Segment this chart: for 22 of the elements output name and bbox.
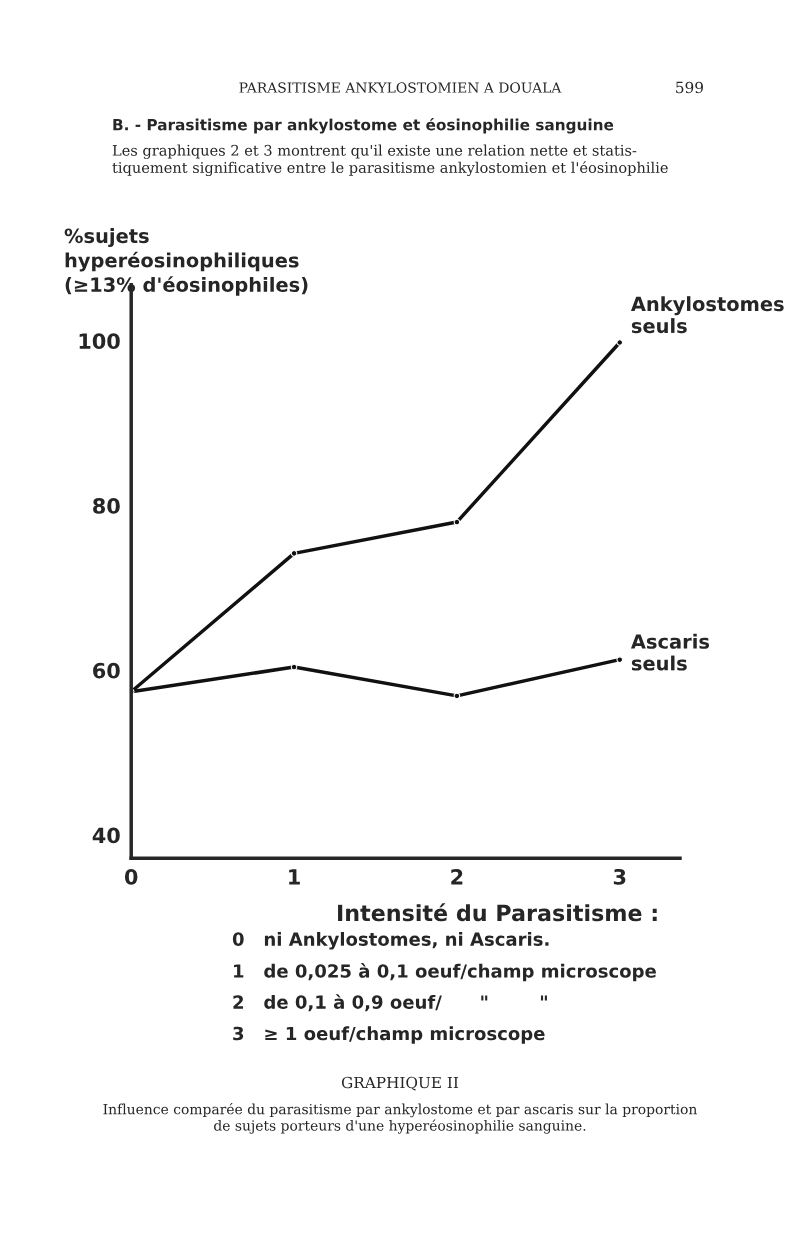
text: Influence comparée du parasitisme par ankylostome et par ascaris sur la proportion de sujets porteurs d'une hyperéosinophilie sanguine. bbox=[103, 1103, 697, 1134]
series-label: Ankylostomes seuls bbox=[630, 296, 784, 334]
text: B. - Parasitisme par ankylostome et éosinophilie sanguine bbox=[113, 118, 614, 134]
y-tick-label: 60 bbox=[93, 662, 120, 679]
y-axis-title: %sujets hyperéosinophiliques (≥13% d'éosinophiles) bbox=[64, 228, 308, 296]
series-label: Ascaris seuls bbox=[630, 633, 710, 671]
x-tick-label: 1 bbox=[289, 869, 300, 885]
text: Les graphiques 2 et 3 montrent qu'il existe une relation nette et statis- tiquement significative entre le parasitisme ankylostomien et l'éosinophilie bbox=[112, 144, 668, 177]
text: PARASITISME ANKYLOSTOMIEN A DOUALA bbox=[239, 82, 562, 93]
text: 3 ≥ 1 oeuf/champ microscope bbox=[233, 1026, 545, 1044]
y-tick-label: 100 bbox=[79, 333, 120, 350]
text: 599 bbox=[676, 81, 703, 94]
x-tick-label: 0 bbox=[124, 868, 138, 885]
text: GRAPHIQUE II bbox=[341, 1076, 459, 1091]
text: 0 ni Ankylostomes, ni Ascaris. bbox=[232, 931, 549, 950]
y-tick-label: 80 bbox=[93, 498, 120, 514]
y-tick-label: 40 bbox=[92, 827, 120, 844]
text: 2 de 0,1 à 0,9 oeuf/ " " bbox=[233, 994, 547, 1012]
x-axis-title: Intensité du Parasitisme : bbox=[338, 903, 657, 922]
x-tick-label: 3 bbox=[613, 868, 626, 885]
text: 1 de 0,025 à 0,1 oeuf/champ microscope bbox=[234, 963, 656, 982]
x-tick-label: 2 bbox=[451, 868, 463, 885]
